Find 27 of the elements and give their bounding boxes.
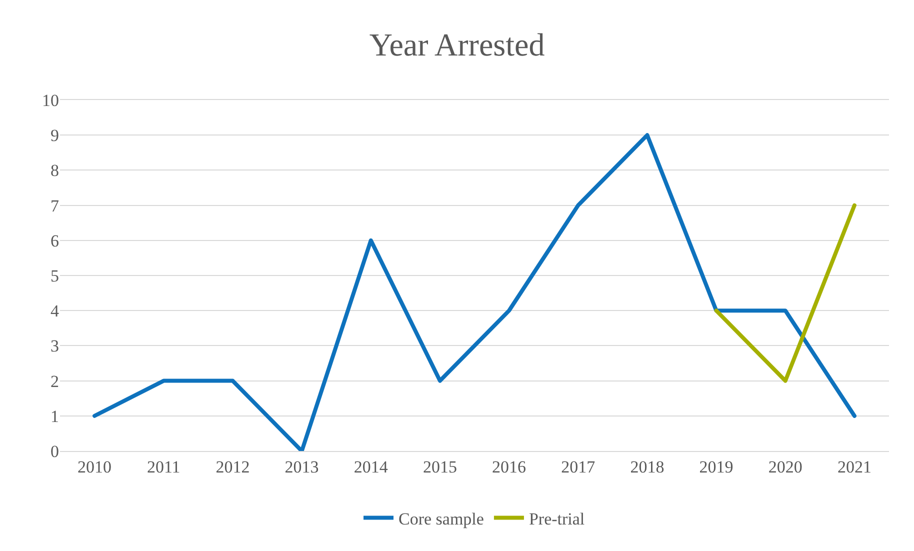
y-tick-label: 0 (50, 442, 59, 461)
x-tick-label: 2012 (216, 457, 250, 476)
x-tick-label: 2021 (837, 457, 872, 476)
y-tick-label: 6 (50, 231, 59, 250)
x-tick-label: 2020 (768, 457, 802, 476)
y-tick-label: 1 (50, 406, 59, 426)
x-tick-label: 2013 (284, 457, 319, 476)
x-tick-label: 2017 (561, 457, 596, 476)
x-tick-label: 2014 (354, 457, 388, 476)
legend-label: Pre-trial (528, 509, 585, 528)
x-tick-label: 2018 (630, 457, 664, 476)
x-tick-label: 2016 (492, 457, 526, 476)
legend-label: Core sample (398, 509, 484, 528)
line-series (92, 133, 856, 451)
y-tick-label: 4 (50, 302, 60, 321)
y-tick-label: 7 (50, 196, 60, 216)
y-tick-label: 8 (50, 161, 59, 180)
x-tick-label: 2015 (422, 457, 457, 476)
y-tick-label: 3 (50, 336, 59, 356)
y-tick-label: 10 (42, 90, 59, 110)
x-tick-label: 2019 (699, 457, 734, 476)
y-tick-label: 5 (50, 266, 59, 286)
chart-title: Year Arrested (369, 26, 545, 62)
y-tick-label: 2 (50, 372, 59, 391)
x-tick-label: 2010 (78, 457, 112, 476)
x-tick-label: 2011 (146, 457, 180, 476)
y-tick-label: 9 (50, 126, 59, 146)
